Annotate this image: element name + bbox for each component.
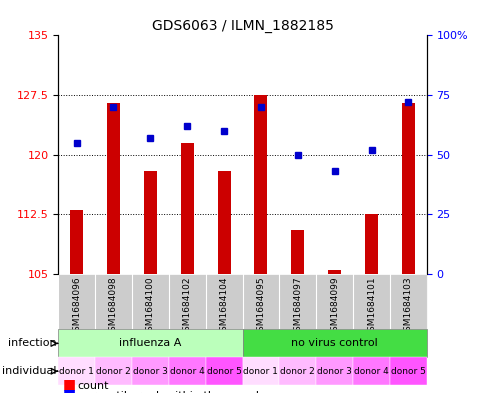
Bar bbox=[364, 214, 377, 274]
Text: GSM1684103: GSM1684103 bbox=[403, 277, 412, 337]
FancyBboxPatch shape bbox=[389, 357, 426, 385]
FancyBboxPatch shape bbox=[132, 274, 168, 329]
FancyBboxPatch shape bbox=[389, 274, 426, 329]
FancyBboxPatch shape bbox=[316, 357, 352, 385]
Text: influenza A: influenza A bbox=[119, 338, 181, 349]
Text: donor 4: donor 4 bbox=[169, 367, 204, 376]
Bar bbox=[217, 171, 230, 274]
Text: percentile rank within the sample: percentile rank within the sample bbox=[77, 391, 265, 393]
Bar bbox=[107, 103, 120, 274]
FancyBboxPatch shape bbox=[58, 357, 95, 385]
Text: donor 5: donor 5 bbox=[390, 367, 425, 376]
FancyBboxPatch shape bbox=[168, 357, 205, 385]
Text: GSM1684099: GSM1684099 bbox=[330, 277, 338, 337]
Text: GSM1684098: GSM1684098 bbox=[109, 277, 118, 337]
FancyBboxPatch shape bbox=[242, 357, 279, 385]
Text: individual: individual bbox=[2, 366, 56, 376]
Bar bbox=[144, 171, 156, 274]
FancyBboxPatch shape bbox=[58, 329, 242, 357]
Bar bbox=[401, 103, 414, 274]
Bar bbox=[328, 270, 340, 274]
Text: GSM1684104: GSM1684104 bbox=[219, 277, 228, 337]
FancyBboxPatch shape bbox=[242, 274, 279, 329]
FancyBboxPatch shape bbox=[168, 274, 205, 329]
Text: donor 3: donor 3 bbox=[133, 367, 167, 376]
Text: donor 1: donor 1 bbox=[59, 367, 94, 376]
Title: GDS6063 / ILMN_1882185: GDS6063 / ILMN_1882185 bbox=[151, 19, 333, 33]
FancyBboxPatch shape bbox=[352, 357, 389, 385]
FancyBboxPatch shape bbox=[95, 357, 132, 385]
FancyBboxPatch shape bbox=[316, 274, 352, 329]
FancyBboxPatch shape bbox=[132, 357, 168, 385]
Text: donor 1: donor 1 bbox=[243, 367, 278, 376]
Text: ■: ■ bbox=[63, 377, 76, 391]
FancyBboxPatch shape bbox=[279, 274, 316, 329]
Text: GSM1684101: GSM1684101 bbox=[366, 277, 375, 337]
Text: GSM1684095: GSM1684095 bbox=[256, 277, 265, 337]
Text: GSM1684097: GSM1684097 bbox=[293, 277, 302, 337]
Text: no virus control: no virus control bbox=[291, 338, 377, 349]
Bar bbox=[291, 230, 303, 274]
Text: donor 3: donor 3 bbox=[317, 367, 351, 376]
Text: GSM1684102: GSM1684102 bbox=[182, 277, 191, 337]
Bar bbox=[254, 95, 267, 274]
Text: GSM1684100: GSM1684100 bbox=[146, 277, 154, 337]
FancyBboxPatch shape bbox=[205, 357, 242, 385]
Text: infection: infection bbox=[8, 338, 56, 349]
FancyBboxPatch shape bbox=[352, 274, 389, 329]
Text: count: count bbox=[77, 381, 109, 391]
Text: GSM1684096: GSM1684096 bbox=[72, 277, 81, 337]
FancyBboxPatch shape bbox=[95, 274, 132, 329]
FancyBboxPatch shape bbox=[205, 274, 242, 329]
Text: donor 2: donor 2 bbox=[280, 367, 315, 376]
Bar bbox=[181, 143, 193, 274]
Bar bbox=[70, 210, 83, 274]
FancyBboxPatch shape bbox=[279, 357, 316, 385]
FancyBboxPatch shape bbox=[58, 274, 95, 329]
Text: ■: ■ bbox=[63, 387, 76, 393]
Text: donor 2: donor 2 bbox=[96, 367, 131, 376]
FancyBboxPatch shape bbox=[242, 329, 426, 357]
Text: donor 5: donor 5 bbox=[206, 367, 241, 376]
Text: donor 4: donor 4 bbox=[353, 367, 388, 376]
